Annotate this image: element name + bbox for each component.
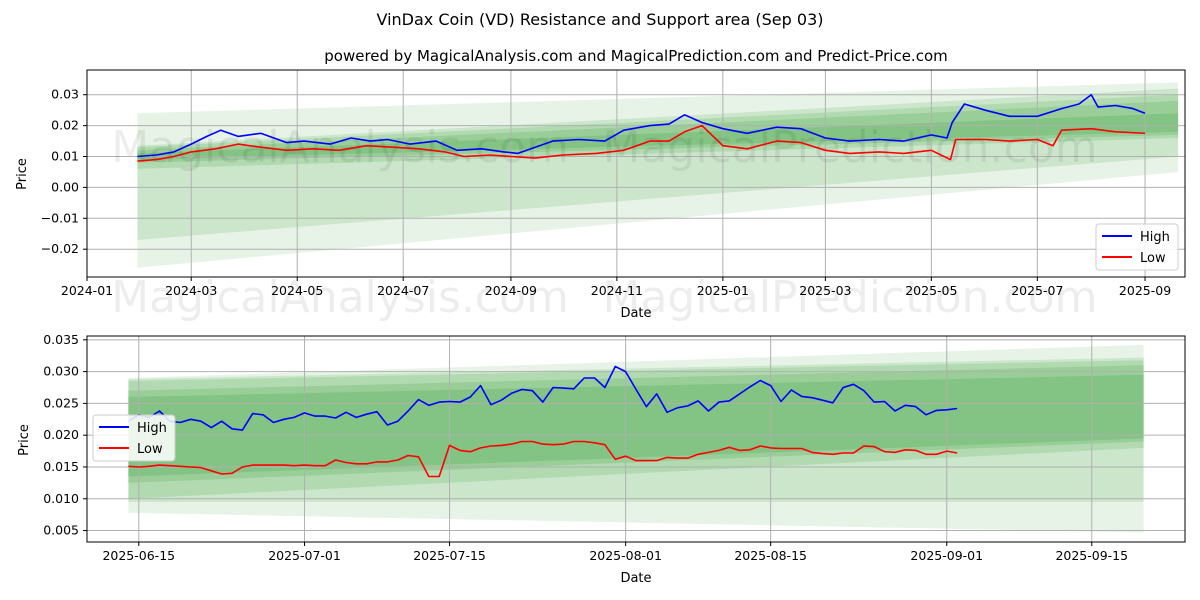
zoom-x-tick-label: 2025-09-01: [910, 548, 983, 563]
zoom-y-tick-label: 0.005: [43, 523, 79, 538]
zoom-y-tick-label: 0.010: [43, 491, 79, 506]
zoom-x-tick-label: 2025-07-01: [268, 548, 341, 563]
zoom-y-tick-label: 0.030: [43, 364, 79, 379]
zoom-axes: 2025-06-15 2025-07-01 2025-07-15 2025-08-01…: [43, 332, 1128, 563]
zoom-y-tick-label: 0.025: [43, 395, 79, 410]
overview-x-tick-label: 2025-01: [697, 283, 749, 298]
zoom-high-line: [127, 365, 958, 431]
zoom-panel: 2025-06-15 2025-07-01 2025-07-15 2025-08-01…: [17, 332, 1186, 586]
zoom-lines: [127, 365, 958, 478]
zoom-y-label: Price: [17, 424, 32, 456]
overview-x-tick-label: 2025-07: [1011, 283, 1063, 298]
zoom-x-tick-label: 2025-08-01: [589, 548, 662, 563]
overview-y-tick-label: 0.03: [51, 87, 79, 102]
overview-y-tick-label: −0.01: [41, 210, 79, 225]
overview-bands: [137, 82, 1179, 268]
overview-low-line: [137, 124, 1146, 162]
overview-grid: [86, 70, 1185, 277]
legend-high-label: High: [137, 421, 167, 436]
watermark-text: MagicalAnalysis.com: [111, 272, 569, 323]
overview-y-tick-label: 0.02: [51, 118, 79, 133]
overview-x-tick-label: 2024-09: [485, 283, 537, 298]
zoom-frame: [86, 335, 1186, 543]
overview-x-tick-label: 2024-01: [61, 283, 113, 298]
zoom-band-2: [128, 360, 1144, 499]
zoom-x-tick-label: 2025-08-15: [734, 548, 807, 563]
zoom-grid: [87, 336, 1185, 542]
zoom-x-tick-label: 2025-09-15: [1055, 548, 1128, 563]
zoom-bands: [128, 344, 1144, 533]
watermark-text: MagicalPrediction.com: [603, 272, 1098, 323]
zoom-x-label: Date: [620, 571, 651, 586]
overview-x-tick-label: 2024-07: [377, 283, 429, 298]
watermark-text: MagicalAnalysis.com: [111, 122, 569, 173]
overview-legend: High Low: [1095, 223, 1179, 271]
overview-band-0: [137, 82, 1179, 268]
zoom-low-line: [128, 440, 958, 478]
overview-x-tick-label: 2025-03: [799, 283, 851, 298]
overview-axes: 2024-01 2024-03 2024-05 2024-07 2024-09 2024-…: [41, 87, 1172, 298]
overview-panel: MagicalAnalysis.com MagicalPrediction.co…: [15, 69, 1186, 323]
overview-y-tick-label: 0.00: [51, 179, 79, 194]
overview-lines: [137, 93, 1146, 162]
overview-x-tick-label: 2025-05: [905, 283, 957, 298]
overview-x-tick-label: 2024-03: [165, 283, 217, 298]
watermark-text: MagicalPrediction.com: [603, 122, 1098, 173]
overview-x-tick-label: 2025-09: [1119, 283, 1171, 298]
overview-frame: [86, 69, 1186, 278]
zoom-band-3: [128, 365, 1144, 483]
overview-x-tick-label: 2024-05: [271, 283, 323, 298]
chart-subtitle: powered by MagicalAnalysis.com and Magic…: [324, 47, 948, 65]
zoom-band-1: [128, 357, 1144, 502]
overview-y-label: Price: [15, 158, 30, 190]
overview-watermarks: MagicalAnalysis.com MagicalPrediction.co…: [111, 122, 1097, 323]
overview-x-tick-label: 2024-11: [591, 283, 643, 298]
legend-low-label: Low: [137, 442, 163, 457]
zoom-band-0: [128, 344, 1144, 533]
overview-y-tick-label: 0.01: [51, 149, 79, 164]
zoom-legend: High Low: [92, 414, 176, 462]
zoom-x-tick-label: 2025-07-15: [413, 548, 486, 563]
overview-high-line: [137, 93, 1146, 158]
legend-high-label: High: [1140, 230, 1170, 245]
zoom-x-tick-label: 2025-06-15: [102, 548, 175, 563]
zoom-y-tick-label: 0.015: [43, 459, 79, 474]
legend-low-label: Low: [1140, 251, 1166, 266]
chart-title: VinDax Coin (VD) Resistance and Support …: [376, 10, 823, 29]
overview-x-label: Date: [620, 306, 651, 321]
zoom-y-tick-label: 0.035: [43, 332, 79, 347]
overview-y-tick-label: −0.02: [41, 241, 79, 256]
overview-band-2: [137, 94, 1179, 169]
zoom-y-tick-label: 0.020: [43, 427, 79, 442]
overview-band-1: [137, 88, 1179, 240]
zoom-band-4: [128, 374, 1144, 477]
